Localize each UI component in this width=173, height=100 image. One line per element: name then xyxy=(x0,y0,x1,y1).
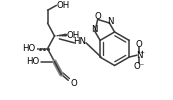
Text: N: N xyxy=(91,25,97,34)
Text: HO: HO xyxy=(26,57,39,66)
Text: N: N xyxy=(107,16,114,26)
Text: O: O xyxy=(71,79,78,88)
Text: HN: HN xyxy=(74,37,87,46)
Text: O⁻: O⁻ xyxy=(133,62,145,71)
Text: +: + xyxy=(139,50,144,55)
Text: N: N xyxy=(136,51,142,60)
Text: O: O xyxy=(94,12,101,22)
Text: OH: OH xyxy=(67,31,80,40)
Text: OH: OH xyxy=(57,1,70,10)
Text: O: O xyxy=(136,40,142,49)
Text: HO: HO xyxy=(22,44,35,53)
